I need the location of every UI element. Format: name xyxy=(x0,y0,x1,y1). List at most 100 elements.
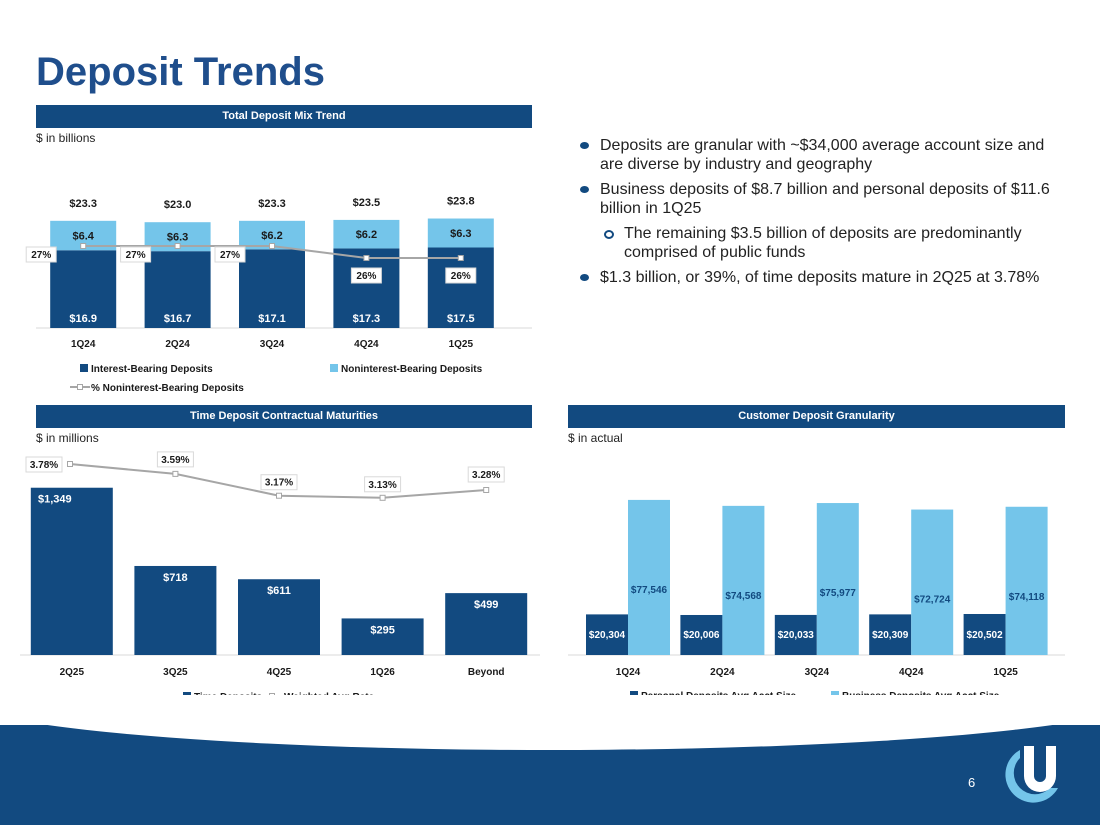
x-tick-label: 3Q25 xyxy=(163,667,188,678)
footer-curve xyxy=(0,695,1100,750)
bar-business xyxy=(816,503,859,655)
label-box xyxy=(350,267,382,284)
label-total: $23.3 xyxy=(69,198,97,210)
label-total: $23.0 xyxy=(164,199,192,211)
label-box xyxy=(364,476,402,493)
bar-business xyxy=(911,509,954,655)
bar-personal xyxy=(869,614,912,655)
granularity-unit-label: $ in actual xyxy=(568,431,623,445)
line-marker xyxy=(276,492,282,499)
company-logo-icon xyxy=(1005,746,1058,803)
x-tick-label: 4Q24 xyxy=(354,339,379,350)
x-tick-label: 3Q24 xyxy=(260,339,285,350)
label-time-deposits: $718 xyxy=(163,572,187,584)
label-time-deposits: $295 xyxy=(370,624,394,636)
label-noninterest-bearing: $6.2 xyxy=(261,230,282,242)
label-total: $23.5 xyxy=(353,197,381,209)
label-personal: $20,502 xyxy=(967,630,1004,641)
label-business: $75,977 xyxy=(820,588,857,599)
x-tick-label: 1Q24 xyxy=(71,339,96,350)
label-pct: 27% xyxy=(126,250,146,261)
label-rate: 3.59% xyxy=(161,455,189,466)
label-personal: $20,309 xyxy=(872,630,909,641)
bar-time-deposits xyxy=(445,593,528,655)
page-title: Deposit Trends xyxy=(36,50,325,94)
x-tick-label: 2Q24 xyxy=(710,667,735,678)
label-rate: 3.28% xyxy=(472,470,500,481)
time-deposit-chart-title: Time Deposit Contractual Maturities xyxy=(36,405,532,428)
label-box xyxy=(445,267,477,284)
label-pct: 26% xyxy=(451,271,471,282)
bar-business xyxy=(628,499,670,655)
bar-interest-bearing xyxy=(50,250,117,328)
time-deposit-unit-label: $ in millions xyxy=(36,431,99,445)
x-tick-label: 1Q25 xyxy=(993,667,1018,678)
bar-noninterest-bearing xyxy=(333,219,400,249)
granularity-chart: $20,304 $77,546 1Q24 $20,006 $74,568 2Q24 $20,… xyxy=(568,499,1065,702)
label-time-deposits: $1,349 xyxy=(38,494,72,506)
granularity-chart-title: Customer Deposit Granularity xyxy=(568,405,1065,428)
label-business: $74,118 xyxy=(1009,592,1045,603)
label-rate: 3.13% xyxy=(368,480,396,491)
label-box xyxy=(467,466,505,483)
line-marker xyxy=(174,243,181,249)
line-marker xyxy=(363,255,370,261)
legend-swatch-interest xyxy=(80,364,88,372)
bar-noninterest-bearing xyxy=(427,218,494,248)
label-business: $77,546 xyxy=(631,585,668,596)
line-marker xyxy=(379,494,386,501)
x-tick-label: 2Q25 xyxy=(60,667,85,678)
x-tick-label: Beyond xyxy=(468,667,505,678)
label-pct: 26% xyxy=(356,271,376,282)
label-noninterest-bearing: $6.4 xyxy=(72,231,94,243)
line-marker xyxy=(80,243,87,249)
legend-item: Noninterest-Bearing Deposits xyxy=(341,364,483,375)
label-time-deposits: $499 xyxy=(474,599,498,611)
bar-personal xyxy=(680,614,723,655)
bullet-3: $1.3 billion, or 39%, of time deposits m… xyxy=(580,268,1050,287)
time-deposit-chart: $1,349 2Q25 $718 3Q25 $611 4Q25 $295 1Q26 $499 Be… xyxy=(20,451,540,703)
label-business: $72,724 xyxy=(914,595,951,606)
label-interest-bearing: $16.9 xyxy=(69,313,97,325)
legend-swatch-noninterest xyxy=(330,364,338,372)
label-box xyxy=(25,246,57,263)
label-box xyxy=(156,451,194,468)
x-tick-label: 2Q24 xyxy=(165,339,190,350)
x-tick-label: 4Q24 xyxy=(899,667,924,678)
x-tick-label: 1Q26 xyxy=(370,667,395,678)
footer-band xyxy=(0,695,1100,825)
legend-swatch-marker xyxy=(77,384,83,390)
bar-time-deposits xyxy=(30,487,113,655)
deposit-mix-unit-label: $ in billions xyxy=(36,131,96,145)
bar-time-deposits xyxy=(134,565,217,655)
label-noninterest-bearing: $6.3 xyxy=(450,228,471,240)
line-marker xyxy=(483,487,490,493)
x-tick-label: 4Q25 xyxy=(267,667,292,678)
label-total: $23.3 xyxy=(258,198,286,210)
bar-business xyxy=(1005,506,1048,655)
label-box xyxy=(214,246,246,263)
legend-item: Interest-Bearing Deposits xyxy=(91,364,213,375)
line-marker xyxy=(172,470,179,477)
bullet-1: Deposits are granular with ~$34,000 aver… xyxy=(580,136,1050,174)
label-personal: $20,304 xyxy=(589,630,626,641)
x-tick-label: 1Q25 xyxy=(449,339,474,350)
label-interest-bearing: $17.5 xyxy=(447,313,475,325)
page-number: 6 xyxy=(968,775,976,790)
key-points: Deposits are granular with ~$34,000 aver… xyxy=(580,136,1050,293)
label-box xyxy=(260,474,298,491)
bar-personal xyxy=(586,614,628,655)
x-tick-label: 3Q24 xyxy=(805,667,830,678)
label-pct: 27% xyxy=(220,250,240,261)
bar-time-deposits xyxy=(238,579,320,655)
bullet-2-sub: The remaining $3.5 billion of deposits a… xyxy=(604,224,1050,262)
label-interest-bearing: $16.7 xyxy=(164,313,192,325)
label-interest-bearing: $17.3 xyxy=(353,313,381,325)
label-box xyxy=(25,456,63,473)
label-noninterest-bearing: $6.3 xyxy=(167,232,188,244)
bar-interest-bearing xyxy=(333,248,400,328)
line-marker xyxy=(457,255,464,261)
legend-item: % Noninterest-Bearing Deposits xyxy=(91,383,244,394)
label-time-deposits: $611 xyxy=(267,585,291,597)
deposit-mix-chart: $16.9 $6.4 $23.3 1Q24 $16.7 $6.3 $23.0 2Q24 $17.… xyxy=(25,196,532,394)
